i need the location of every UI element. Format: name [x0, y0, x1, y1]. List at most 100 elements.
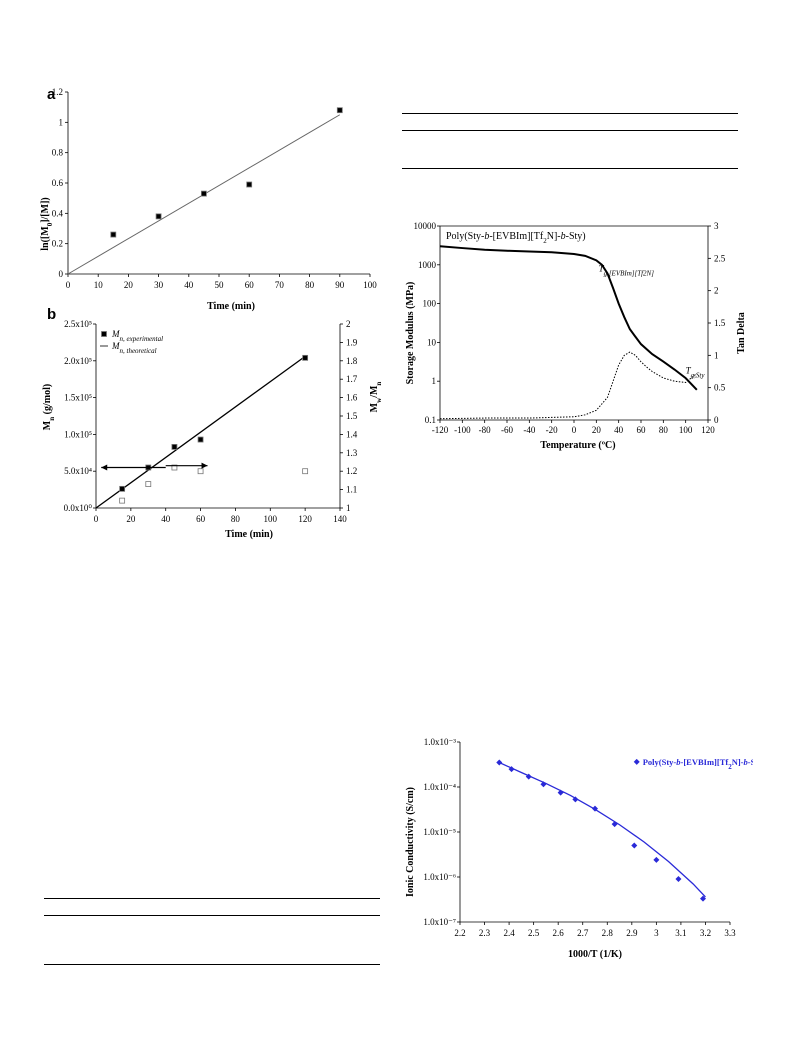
chart-d-ionic-conductivity: Ionic Conductivity (S/cm) 1000/T (1/K) 1… — [405, 737, 753, 960]
mn-point — [119, 485, 126, 492]
pdi-point — [171, 464, 178, 471]
y2-tick-label: 1.5 — [346, 411, 358, 421]
y2-tick-label: 0 — [714, 415, 719, 425]
chart-d-ylabel: Ionic Conductivity (S/cm) — [405, 787, 416, 897]
y-tick-label: 2.5x10⁵ — [64, 319, 92, 329]
x-tick-label: 100 — [363, 280, 377, 290]
data-point-diamond — [540, 781, 547, 788]
data-point-diamond — [496, 759, 503, 766]
x-tick-label: 10 — [94, 280, 104, 290]
y-tick-label: 1.0x10⁻³ — [424, 737, 457, 747]
chart-c-y2label: Tan Delta — [736, 312, 747, 354]
y2-tick-label: 1 — [714, 350, 719, 360]
pdi-point — [302, 468, 309, 475]
chart-c-title: Poly(Sty-b-[EVBIm][Tf2N]-b-Sty) — [446, 231, 586, 245]
x-tick-label: 0 — [66, 280, 71, 290]
x-tick-label: 30 — [154, 280, 164, 290]
y-tick-label: 1.0x10⁻⁴ — [423, 782, 456, 792]
theoretical-line — [95, 355, 306, 509]
y-tick-label: 10 — [427, 337, 437, 347]
data-point — [200, 190, 207, 197]
table-rule-bottom-right — [402, 168, 738, 169]
y-tick-label: 1 — [59, 117, 64, 127]
x-tick-label: 0 — [94, 514, 99, 524]
y2-tick-label: 1.3 — [346, 448, 358, 458]
y-tick-label: 0.1 — [425, 415, 436, 425]
chart-c-ylabel: Storage Modulus (MPa) — [405, 282, 416, 385]
data-point — [336, 107, 343, 114]
table-rule-mid-left — [44, 915, 380, 916]
x-tick-label: -20 — [546, 425, 558, 435]
fit-curve — [499, 761, 706, 898]
x-tick-label: 120 — [701, 425, 715, 435]
x-tick-label: 140 — [333, 514, 347, 524]
x-tick-label: 80 — [231, 514, 241, 524]
mn-point — [302, 354, 309, 361]
y2-tick-label: 1.2 — [346, 466, 357, 476]
y2-tick-label: 1.6 — [346, 393, 358, 403]
pdi-point — [197, 468, 204, 475]
chart-d-xlabel: 1000/T (1/K) — [568, 949, 622, 960]
y-tick-label: 100 — [423, 299, 437, 309]
x-tick-label: 0 — [572, 425, 577, 435]
x-tick-label: -80 — [479, 425, 491, 435]
legend-label: Poly(Sty-b-[EVBIm][Tf2N]-b-Sty) — [643, 757, 753, 771]
x-tick-label: 40 — [184, 280, 194, 290]
pdi-point — [119, 497, 126, 504]
x-tick-label: 20 — [126, 514, 136, 524]
y-tick-label: 5.0x10⁴ — [64, 466, 92, 476]
x-tick-label: 2.7 — [577, 928, 589, 938]
y-tick-label: 1 — [432, 376, 437, 386]
legend-label-experimental: Mn, experimental — [111, 329, 163, 343]
y-tick-label: 10000 — [414, 221, 437, 231]
data-point-diamond — [557, 789, 564, 796]
x-tick-label: 100 — [679, 425, 693, 435]
y2-tick-label: 1.8 — [346, 356, 358, 366]
annotation-tg-sty: Tg,Sty — [686, 365, 706, 379]
arrow-right-head — [201, 462, 208, 469]
y-tick-label: 1.0x10⁻⁷ — [423, 917, 456, 927]
data-point-diamond — [631, 842, 638, 849]
chart-c-dma: Storage Modulus (MPa) Tan Delta Temperat… — [405, 221, 747, 451]
x-tick-label: 20 — [124, 280, 133, 290]
x-tick-label: 2.2 — [454, 928, 465, 938]
y2-tick-label: 1 — [346, 503, 351, 513]
x-tick-label: 2.6 — [553, 928, 565, 938]
y-tick-label: 1.0x10⁻⁶ — [423, 872, 456, 882]
chart-c-xlabel: Temperature (ºC) — [540, 440, 615, 451]
x-tick-label: 2.9 — [626, 928, 638, 938]
data-point-diamond — [653, 856, 660, 863]
chart-b-molecular-weight: Mn (g/mol) Mw/Mn Time (min) 0.0x10⁰ 5.0x1… — [42, 319, 383, 540]
legend-marker-experimental — [101, 331, 107, 337]
x-tick-label: -120 — [432, 425, 449, 435]
y2-tick-label: 2 — [714, 286, 719, 296]
y-tick-label: 1.5x10⁵ — [64, 393, 92, 403]
x-tick-label: 100 — [264, 514, 278, 524]
legend-marker — [633, 758, 640, 765]
x-tick-label: 3.1 — [675, 928, 686, 938]
y2-tick-label: 3 — [714, 221, 719, 231]
y2-tick-label: 2.5 — [714, 253, 726, 263]
y2-tick-label: 1.7 — [346, 374, 358, 384]
y-tick-label: 0.0x10⁰ — [64, 503, 93, 513]
chart-a-xlabel: Time (min) — [207, 301, 255, 312]
x-tick-label: 3.3 — [724, 928, 736, 938]
data-point-diamond — [592, 805, 598, 812]
mn-point — [197, 436, 204, 443]
chart-b-y2label: Mw/Mn — [369, 382, 383, 413]
y-tick-label: 1.2 — [52, 87, 63, 97]
panel-label-b: b — [47, 306, 57, 323]
legend-label-theoretical: Mn, theoretical — [111, 341, 157, 355]
y2-tick-label: 0.5 — [714, 383, 726, 393]
x-tick-label: 60 — [245, 280, 255, 290]
x-tick-label: 120 — [298, 514, 312, 524]
x-tick-label: 70 — [275, 280, 285, 290]
y-tick-label: 1000 — [418, 260, 437, 270]
y-tick-label: 0 — [59, 269, 64, 279]
pdi-point — [145, 481, 152, 487]
table-rule-top-left — [44, 898, 380, 899]
data-point-diamond — [700, 895, 706, 902]
x-tick-label: -60 — [501, 425, 513, 435]
y-tick-label: 1.0x10⁻⁵ — [423, 827, 456, 837]
chart-a-conversion-kinetics: ln([M0]/[M]) Time (min) 0 0.2 0.4 0.6 0.8 1 1.… — [40, 87, 377, 312]
